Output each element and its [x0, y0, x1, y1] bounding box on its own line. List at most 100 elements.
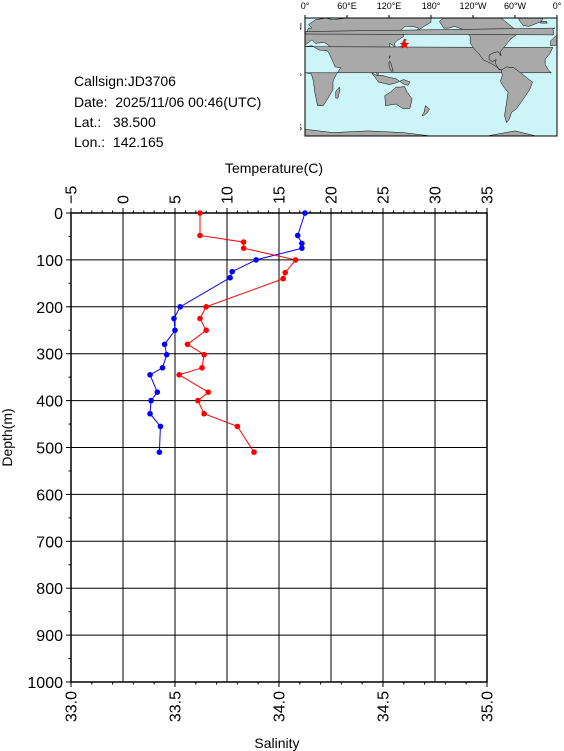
map-latitude-label: 60°N	[300, 21, 302, 31]
temperature-data-point	[147, 410, 153, 417]
plot-frame	[70, 212, 488, 683]
salinity-data-point	[199, 364, 205, 371]
temperature-data-point	[227, 274, 233, 281]
salinity-data-point	[201, 351, 207, 358]
station-marker-icon	[399, 39, 410, 49]
map-latitude-label: 0°	[300, 72, 302, 82]
bottom-axis-tick-label: 35.0	[480, 691, 497, 722]
y-axis-tick-label: 1000	[27, 675, 63, 692]
temperature-data-point	[294, 232, 301, 239]
y-axis-label: Depth(m)	[0, 408, 15, 466]
top-axis-label: Temperature(C)	[225, 160, 323, 176]
map-landmass	[305, 129, 432, 136]
bottom-axis-tick-label: 33.5	[168, 691, 185, 722]
temperature-data-point	[157, 423, 164, 430]
top-axis-tick-label: 10	[220, 186, 237, 204]
temperature-data-point	[159, 364, 166, 371]
salinity-data-point	[251, 449, 257, 455]
salinity-profile-line	[177, 213, 297, 453]
top-axis-tick-label: 5	[168, 195, 185, 204]
map-landmass	[500, 66, 533, 124]
callsign-text: Callsign:JD3706	[74, 73, 176, 89]
temperature-data-point	[253, 257, 259, 263]
temperature-profile-line	[149, 212, 306, 453]
longitude-text: Lon.: 142.165	[74, 134, 164, 150]
y-axis-tick-label: 900	[36, 628, 63, 645]
map-latitude-label: 60°S	[300, 123, 302, 133]
map-land	[305, 18, 557, 136]
salinity-data-point	[292, 257, 299, 263]
top-axis-tick-label: 15	[272, 186, 289, 204]
bottom-axis-tick-label: 34.5	[376, 691, 393, 722]
top-axis-tick-label: −5	[64, 186, 81, 204]
top-axis-tick-label: 20	[324, 186, 341, 204]
map-longitude-label: 180°	[422, 1, 441, 11]
y-axis-tick-label: 300	[36, 347, 63, 364]
map-landmass	[421, 105, 430, 117]
temperature-data-point	[156, 449, 163, 455]
bottom-axis-label: Salinity	[254, 735, 299, 751]
map-frame	[304, 17, 558, 137]
latitude-text: Lat.: 38.500	[74, 114, 156, 130]
y-axis-tick-label: 400	[36, 394, 63, 411]
top-axis-tick-label: 30	[428, 186, 445, 204]
map-longitude-label: 60°W	[504, 1, 527, 11]
top-axis-tick-label: 25	[376, 186, 393, 204]
salinity-data-point	[195, 397, 201, 404]
y-axis-tick-label: 500	[36, 441, 63, 458]
temperature-data-point	[147, 372, 153, 378]
map-landmass	[550, 34, 557, 47]
temperature-data-point	[163, 351, 170, 358]
salinity-data-point	[240, 245, 247, 251]
map-longitude-label: 0°	[553, 1, 562, 11]
salinity-data-point	[280, 275, 286, 282]
y-axis-tick-label: 800	[36, 581, 63, 598]
date-text: Date: 2025/11/06 00:46(UTC)	[74, 94, 262, 110]
bottom-axis-tick-label: 34.0	[272, 691, 289, 722]
temperature-data-point	[299, 245, 305, 251]
temperature-data-point	[302, 210, 308, 216]
salinity-data-point	[197, 210, 203, 216]
temperature-data-point	[148, 397, 154, 404]
map-landmass	[388, 61, 394, 72]
map-landmass	[335, 86, 341, 99]
temperature-data-point	[299, 240, 305, 247]
map-longitude-label: 120°W	[459, 1, 487, 11]
salinity-data-point	[176, 372, 182, 378]
salinity-data-point	[197, 315, 203, 322]
chart-grid	[70, 212, 488, 683]
map-landmass	[388, 55, 391, 59]
top-axis-tick-label: 0	[116, 195, 133, 204]
salinity-data-point	[203, 304, 209, 310]
temperature-data-point	[171, 315, 177, 322]
salinity-data-point	[234, 423, 241, 430]
map-landmass	[305, 27, 555, 36]
y-axis-tick-label: 0	[54, 206, 63, 223]
map-landmass	[371, 72, 411, 86]
y-axis-tick-label: 600	[36, 487, 63, 504]
location-map: 0° 60°E 120°E 180° 120°W 60°W 0° 60°N 0° 60°S	[300, 1, 562, 137]
salinity-data-point	[184, 341, 191, 348]
map-landmass	[539, 21, 548, 24]
map-longitude-label: 0°	[301, 1, 310, 11]
temperature-data-point	[172, 327, 178, 334]
salinity-data-point	[205, 389, 212, 395]
salinity-data-point	[282, 269, 289, 276]
map-longitude-label: 120°E	[377, 1, 402, 11]
y-axis-tick-label: 100	[36, 253, 63, 270]
salinity-data-point	[197, 232, 203, 239]
map-longitude-label: 60°E	[337, 1, 357, 11]
temperature-data-point	[177, 304, 183, 310]
y-axis-tick-label: 700	[36, 534, 63, 551]
map-landmass	[384, 86, 413, 110]
temperature-data-point	[154, 389, 161, 395]
salinity-data-point	[203, 327, 209, 334]
salinity-data-point	[201, 410, 207, 417]
top-axis-tick-label: 35	[480, 186, 497, 204]
temperature-data-point	[161, 341, 168, 348]
y-axis-tick-label: 200	[36, 300, 63, 317]
salinity-data-point	[240, 239, 247, 245]
map-landmass	[518, 18, 544, 27]
temperature-data-point	[229, 268, 235, 275]
bottom-axis-tick-label: 33.0	[64, 691, 81, 722]
